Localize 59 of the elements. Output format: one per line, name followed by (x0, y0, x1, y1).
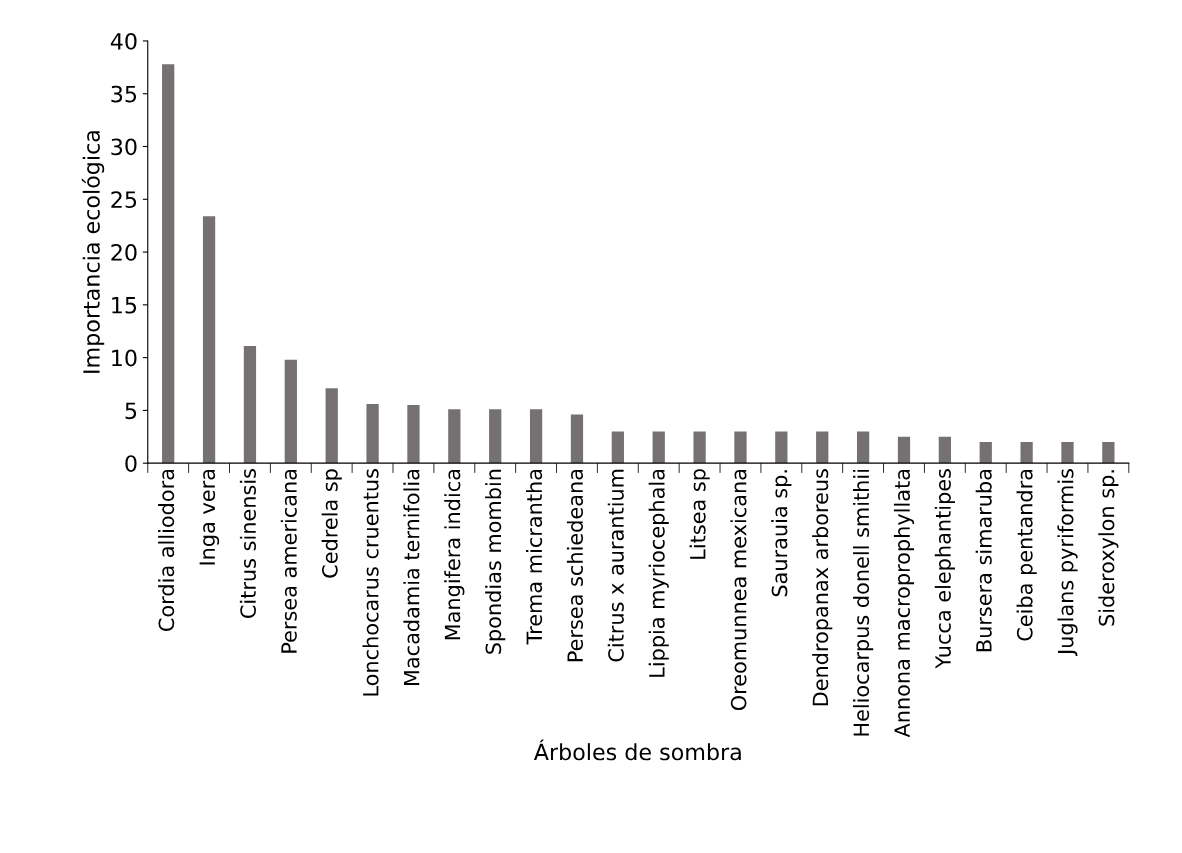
x-tick-label: Trema micrantha (526, 469, 543, 645)
x-tick-label: Yucca elephantipes (934, 469, 955, 669)
x-tick-label: Spondias mombin (485, 469, 506, 654)
bar (611, 431, 624, 464)
bar (570, 414, 584, 464)
y-tick-label: 0 (125, 455, 137, 472)
y-tick-label: 15 (112, 297, 137, 314)
bar (284, 359, 297, 464)
y-tick-label: 30 (111, 138, 137, 156)
x-tick-label: Oreomunnea mexicana (730, 469, 747, 711)
x-tick-label: Mangifera indica (444, 469, 465, 640)
bar (938, 436, 951, 464)
x-axis-title: Árboles de sombra (533, 739, 741, 761)
x-tick-label: Litsea sp (689, 469, 710, 559)
bar (775, 431, 788, 464)
x-tick-label: Macadamia ternifolia (403, 469, 420, 686)
bar (1061, 442, 1074, 464)
x-tick-label: Sideroxylon sp. (1098, 470, 1119, 626)
bar (856, 431, 870, 464)
bar (816, 431, 829, 464)
y-axis-title: Importancia ecológica (81, 131, 105, 373)
x-tick-label: Persea americana (280, 469, 297, 653)
x-tick-label: Dendropanax arboreus (812, 469, 833, 706)
x-tick-label: Inga vera (199, 469, 220, 565)
y-tick-label: 10 (112, 349, 137, 367)
x-tick-label: Citrus sinensis (239, 469, 256, 618)
y-tick-label: 20 (111, 244, 137, 261)
x-tick-label: Citrus x aurantium (607, 469, 624, 662)
bar (693, 431, 706, 464)
y-tick-label: 40 (110, 32, 137, 50)
x-tick-label: Ceiba pentandra (1016, 469, 1037, 641)
bar (897, 436, 911, 464)
x-tick-label: Juglans pyriformis (1057, 469, 1078, 657)
bar (366, 404, 379, 464)
bar (325, 388, 338, 464)
x-tick-label: Annona macroprophyllata (893, 469, 915, 738)
bar (243, 346, 257, 464)
x-tick-label: Cedrela sp (321, 469, 342, 578)
bar (202, 216, 216, 464)
y-tick-label: 5 (125, 402, 137, 420)
bar (734, 431, 747, 464)
bar (1102, 442, 1115, 464)
bar (652, 431, 665, 464)
bar (529, 409, 543, 464)
y-tick-label: 25 (111, 191, 137, 209)
bar (1020, 442, 1033, 464)
x-tick-label: Lippia myriocephala (648, 469, 669, 677)
bar (448, 409, 461, 464)
bar (407, 405, 420, 464)
x-tick-label: Persea schiedeana (566, 469, 584, 662)
x-tick-label: Cordia alliodora (158, 469, 175, 631)
bar (489, 409, 502, 464)
y-tick-label: 35 (111, 85, 137, 103)
x-tick-label: Saurauia sp. (771, 470, 792, 597)
x-tick-label: Lonchocarus cruentus (362, 469, 379, 696)
bar (162, 64, 175, 464)
bar (979, 442, 992, 464)
x-tick-label: Bursera simaruba (975, 469, 992, 652)
x-tick-label: Heliocarpus donell smithii (853, 469, 874, 736)
